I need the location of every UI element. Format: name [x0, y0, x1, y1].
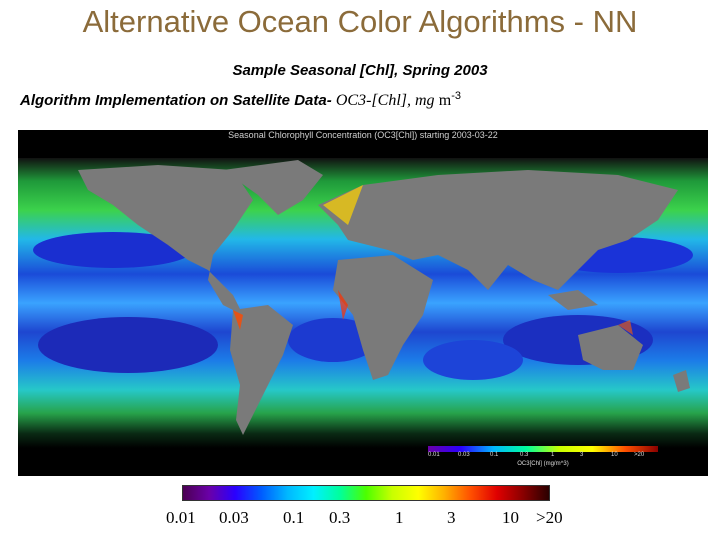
inset-tick: 0.01: [428, 452, 440, 458]
inset-tick: 0.03: [458, 452, 470, 458]
colorbar-tick: 3: [447, 508, 456, 527]
colorbar-tick: 10: [502, 508, 519, 527]
unit-exponent: -3: [451, 90, 461, 102]
inset-tick: 3: [580, 452, 584, 458]
inset-color-ramp: [428, 446, 658, 452]
chlorophyll-colorbar: [182, 485, 550, 501]
inset-tick: 1: [551, 452, 555, 458]
colorbar-tick: 0.1: [283, 508, 305, 527]
unit-label: m: [438, 92, 452, 109]
algorithm-label: OC3-[Chl], mg: [335, 92, 435, 109]
world-map-image: [18, 130, 708, 476]
inset-ticks: 0.01 0.03 0.1 0.3 1 3 10 >20: [428, 452, 658, 461]
colorbar-tick: 1: [395, 508, 404, 527]
inset-tick: 0.1: [490, 452, 499, 458]
inset-label: OC3[Chl] (mg/m^3): [517, 461, 569, 467]
implementation-prefix: Algorithm Implementation on Satellite Da…: [20, 92, 332, 109]
inset-tick: 0.3: [520, 452, 529, 458]
inset-tick: >20: [634, 452, 645, 458]
colorbar-tick: 0.3: [329, 508, 351, 527]
map-caption: Seasonal Chlorophyll Concentration (OC3[…: [228, 130, 498, 140]
map-subtitle: Sample Seasonal [Chl], Spring 2003: [232, 62, 488, 79]
colorbar-tick: >20: [536, 508, 563, 527]
inset-tick: 10: [611, 452, 618, 458]
chlorophyll-map: Seasonal Chlorophyll Concentration (OC3[…: [18, 130, 708, 476]
colorbar-tick: 0.03: [219, 508, 249, 527]
implementation-line: Algorithm Implementation on Satellite Da…: [20, 90, 461, 110]
slide-title: Alternative Ocean Color Algorithms - NN: [82, 4, 638, 39]
map-inset-colorbar: 0.01 0.03 0.1 0.3 1 3 10 >20 OC3[Chl] (m…: [428, 446, 658, 467]
colorbar-tick: 0.01: [166, 508, 196, 527]
